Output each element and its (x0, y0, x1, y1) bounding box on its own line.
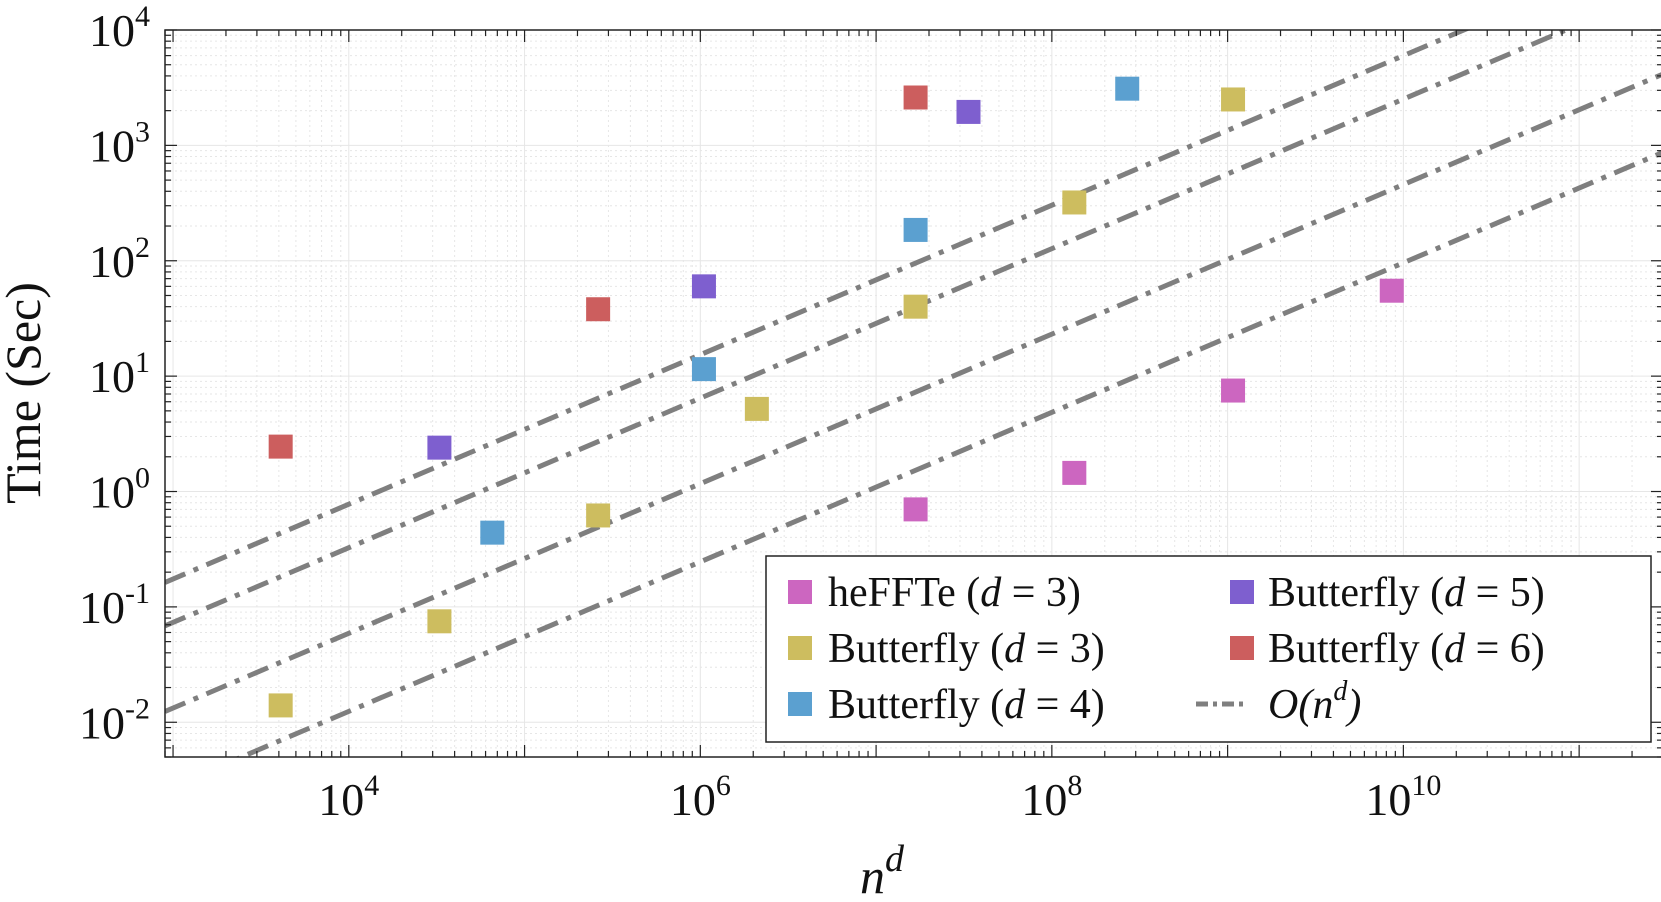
x-tick-label: 1010 (1365, 769, 1441, 825)
y-tick-label: 102 (89, 231, 150, 287)
legend-marker (788, 580, 812, 604)
x-tick-labels: 104 106 108 1010 (318, 769, 1441, 825)
y-axis-title: Time (Sec) (0, 282, 51, 504)
data-point (480, 520, 505, 545)
y-tick-label: 10-1 (79, 577, 150, 633)
x-tick-label: 108 (1021, 769, 1082, 825)
data-point (427, 609, 452, 634)
data-point (1221, 87, 1246, 112)
tick-label-base: 10 (89, 236, 135, 287)
y-tick-label: 10-2 (79, 692, 150, 748)
reference-line (165, 30, 1471, 585)
data-point (1221, 378, 1246, 403)
legend-series-name: Butterfly ( (1268, 626, 1444, 672)
data-point (903, 497, 928, 522)
legend-series-name: Butterfly ( (828, 682, 1004, 728)
data-markers (268, 76, 1404, 718)
x-axis-title-exponent: d (885, 838, 905, 880)
tick-label-exponent: 2 (135, 231, 150, 264)
legend-marker (788, 636, 812, 660)
tick-label-base: 10 (79, 697, 125, 748)
data-point (268, 693, 293, 718)
legend-d-var: d (1444, 626, 1466, 672)
legend-d-value: = 6) (1465, 626, 1545, 672)
data-point (956, 99, 981, 124)
legend-d-value: = 3) (1025, 626, 1105, 672)
legend-marker (788, 692, 812, 716)
data-point (1062, 460, 1087, 485)
tick-label-exponent: 4 (364, 769, 379, 802)
tick-label-exponent: 6 (716, 769, 731, 802)
legend-label: Butterfly (d = 5) (1268, 570, 1545, 616)
legend-marker (1230, 636, 1254, 660)
legend-series-name: Butterfly ( (828, 626, 1004, 672)
reference-line (165, 72, 1661, 714)
x-axis-title: nd (860, 838, 905, 902)
legend-d-var: d (980, 570, 1002, 616)
tick-label-base: 10 (1365, 774, 1411, 825)
tick-label-exponent: 1 (135, 346, 150, 379)
y-tick-label: 100 (89, 462, 150, 518)
legend-ref-close: ) (1345, 682, 1361, 728)
data-point (586, 503, 611, 528)
y-tick-label: 101 (89, 346, 150, 402)
tick-label-exponent: 10 (1411, 769, 1441, 802)
tick-label-exponent: 0 (135, 462, 150, 495)
y-tick-label: 103 (89, 115, 150, 171)
legend-ref-main: O(n (1268, 682, 1333, 728)
legend-ref-exponent: d (1333, 676, 1348, 707)
data-point (1115, 76, 1140, 101)
tick-label-base: 10 (89, 5, 135, 56)
x-tick-label: 106 (670, 769, 731, 825)
tick-label-exponent: 3 (135, 115, 150, 148)
tick-label-base: 10 (89, 351, 135, 402)
data-point (903, 217, 928, 242)
legend: heFFTe (d = 3) Butterfly (d = 5)Butterfly… (765, 555, 1652, 743)
legend-series-name: Butterfly ( (1268, 570, 1444, 616)
tick-label-base: 10 (89, 120, 135, 171)
data-point (586, 297, 611, 322)
data-point (691, 274, 716, 299)
legend-marker (1230, 580, 1254, 604)
tick-label-base: 10 (1021, 774, 1067, 825)
data-point (903, 85, 928, 110)
data-point (427, 435, 452, 460)
tick-label-exponent: -2 (125, 692, 150, 725)
legend-d-var: d (1444, 570, 1466, 616)
tick-label-exponent: 4 (135, 0, 150, 33)
legend-d-value: = 3) (1001, 570, 1081, 616)
legend-label: O(nd) (1268, 676, 1361, 728)
axis-ticks (164, 29, 1661, 758)
reference-line (235, 150, 1661, 757)
x-axis-title-base: n (860, 848, 885, 902)
legend-label: heFFTe (d = 3) (828, 570, 1081, 616)
legend-d-var: d (1004, 682, 1026, 728)
data-point (1062, 190, 1087, 215)
legend-label: Butterfly (d = 6) (1268, 626, 1545, 672)
data-point (903, 294, 928, 319)
data-point (691, 357, 716, 382)
tick-label-base: 10 (318, 774, 364, 825)
legend-d-value: = 5) (1465, 570, 1545, 616)
tick-label-exponent: -1 (125, 577, 150, 610)
legend-d-var: d (1004, 626, 1026, 672)
y-tick-label: 104 (89, 0, 150, 56)
tick-label-base: 10 (670, 774, 716, 825)
data-point (268, 434, 293, 459)
tick-label-base: 10 (89, 467, 135, 518)
data-point (744, 396, 769, 421)
data-point (1379, 278, 1404, 303)
legend-label: Butterfly (d = 3) (828, 626, 1105, 672)
x-tick-label: 104 (318, 769, 379, 825)
legend-label: Butterfly (d = 4) (828, 682, 1105, 728)
tick-label-exponent: 8 (1067, 769, 1082, 802)
legend-box (765, 555, 1652, 743)
legend-series-name: heFFTe ( (828, 570, 980, 616)
tick-label-base: 10 (79, 582, 125, 633)
legend-d-value: = 4) (1025, 682, 1105, 728)
